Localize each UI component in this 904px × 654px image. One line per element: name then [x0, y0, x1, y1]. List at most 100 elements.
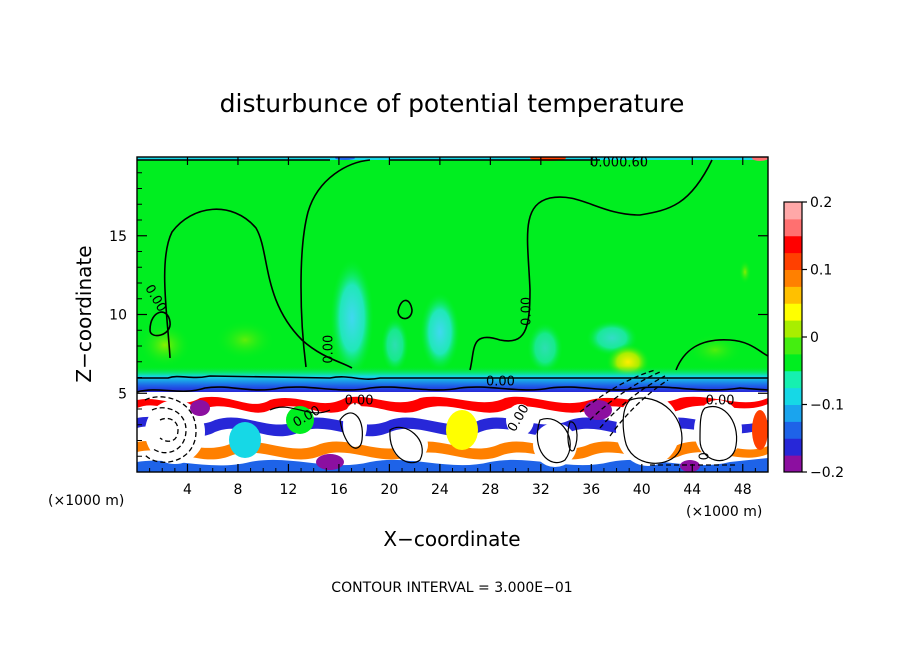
x-tick-label: 36: [582, 482, 600, 498]
contour-line: [599, 375, 666, 429]
contour-line: [149, 311, 171, 337]
contour-line: [151, 407, 187, 454]
contour-label: 0.000.60: [590, 155, 648, 170]
warm-anomaly: [139, 323, 191, 367]
warm-anomaly: [687, 334, 743, 366]
x-tick-label: 28: [481, 482, 499, 498]
contour-line: [159, 417, 179, 442]
top-boundary-band: [335, 157, 355, 160]
warm-streak: [137, 396, 768, 413]
contour-label: 0.00: [322, 335, 337, 364]
x-tick-label: 40: [633, 482, 651, 498]
contour-lines: [137, 159, 768, 393]
plot-area: 0.000.000.000.000.00 0.000.000.000.000.60…: [137, 155, 768, 472]
x-tick-label: 4: [183, 482, 192, 498]
colorbar-segment: [784, 269, 802, 287]
cool-anomaly: [420, 292, 460, 372]
y-tick-label: 5: [118, 386, 127, 402]
neutral-cell: [694, 400, 742, 460]
warm-cell: [446, 410, 478, 450]
cool-anomaly: [330, 258, 374, 378]
colorbar-segment: [784, 218, 802, 237]
contour-line: [137, 386, 768, 393]
x-axis: 4 8 12 16 20 24 28 32 36 40 44 48: [149, 157, 756, 498]
warm-anomaly: [739, 260, 751, 284]
chart-title: disturbunce of potential temperature: [220, 89, 685, 118]
contour-line: [699, 405, 738, 462]
contour-line: [163, 208, 353, 369]
neutral-cell: [343, 403, 367, 447]
contour-line: [589, 371, 661, 421]
contour-interval-note: CONTOUR INTERVAL = 3.000E−01: [331, 580, 572, 596]
contour-line: [622, 397, 683, 464]
colorbar-tick-label: −0.2: [810, 465, 844, 481]
colorbar-tick-label: 0.2: [810, 195, 832, 211]
colorbar-segment: [784, 387, 802, 405]
contour-line: [339, 412, 363, 449]
colorbar-tick-label: 0: [810, 330, 819, 346]
contour-line: [300, 159, 371, 368]
contour-line: [609, 379, 669, 437]
neutral-cell: [145, 400, 205, 464]
contour-line: [567, 421, 578, 452]
x-tick-label: 24: [431, 482, 449, 498]
y-axis: 5 10 15: [109, 172, 768, 457]
contour-label: 0.00: [706, 393, 735, 408]
contour-label: 0.00: [486, 374, 515, 389]
contour-label: 0.00: [345, 393, 374, 408]
turbulent-layer: [137, 392, 768, 472]
warm-cell: [752, 410, 768, 450]
colorbar-tick-label: −0.1: [810, 398, 844, 414]
contour-line: [675, 339, 768, 371]
cool-cell: [680, 460, 700, 472]
cool-cell: [316, 454, 344, 470]
colorbar-segment: [784, 421, 802, 439]
y-axis-title: Z−coordinate: [72, 245, 96, 382]
colorbar-tick-label: 0.1: [810, 263, 832, 279]
x-axis-title: X−coordinate: [383, 527, 520, 551]
y-tick-label: 10: [109, 308, 127, 324]
neutral-cell: [506, 404, 534, 436]
x-tick-label: 8: [233, 482, 242, 498]
colorbar-segment: [784, 202, 802, 220]
contour-line: [579, 369, 656, 413]
x-unit-left: (×1000 m): [48, 493, 124, 509]
x-tick-label: 16: [330, 482, 348, 498]
neutral-cell: [286, 406, 314, 434]
colorbar-segment: [784, 455, 802, 473]
contour-label: 0.00: [520, 297, 535, 326]
contour-line: [397, 299, 413, 320]
warm-streak: [137, 440, 768, 460]
x-unit-right: (×1000 m): [686, 504, 762, 520]
x-tick-label: 32: [532, 482, 550, 498]
contour-line: [269, 406, 331, 414]
contour-line: [144, 396, 197, 463]
cool-cell: [584, 400, 612, 420]
colorbar-segment: [784, 370, 802, 389]
cool-cell: [190, 400, 210, 416]
contour-line: [137, 375, 768, 380]
cool-cell: [229, 422, 261, 458]
colorbar-segment: [784, 235, 802, 254]
cool-anomaly: [527, 322, 563, 374]
positive-contours: [269, 397, 738, 464]
colorbar-segment: [784, 303, 802, 321]
top-boundary-band: [137, 157, 768, 160]
colorbar-segment: [784, 252, 802, 270]
colorbar-segment: [784, 438, 802, 456]
warm-anomaly: [215, 320, 275, 360]
contour-line: [536, 418, 571, 464]
cool-streak: [137, 458, 768, 472]
contour-line: [469, 159, 713, 371]
top-boundary-band: [752, 157, 768, 161]
colorbar-segment: [784, 337, 802, 355]
colorbar: 0.2 0.1 0 −0.1 −0.2: [783, 195, 844, 481]
contour-line: [389, 426, 423, 464]
x-tick-label: 12: [280, 482, 298, 498]
cool-anomaly: [381, 317, 409, 373]
x-tick-label: 20: [380, 482, 398, 498]
colorbar-segment: [784, 320, 802, 338]
x-tick-label: 44: [683, 482, 701, 498]
